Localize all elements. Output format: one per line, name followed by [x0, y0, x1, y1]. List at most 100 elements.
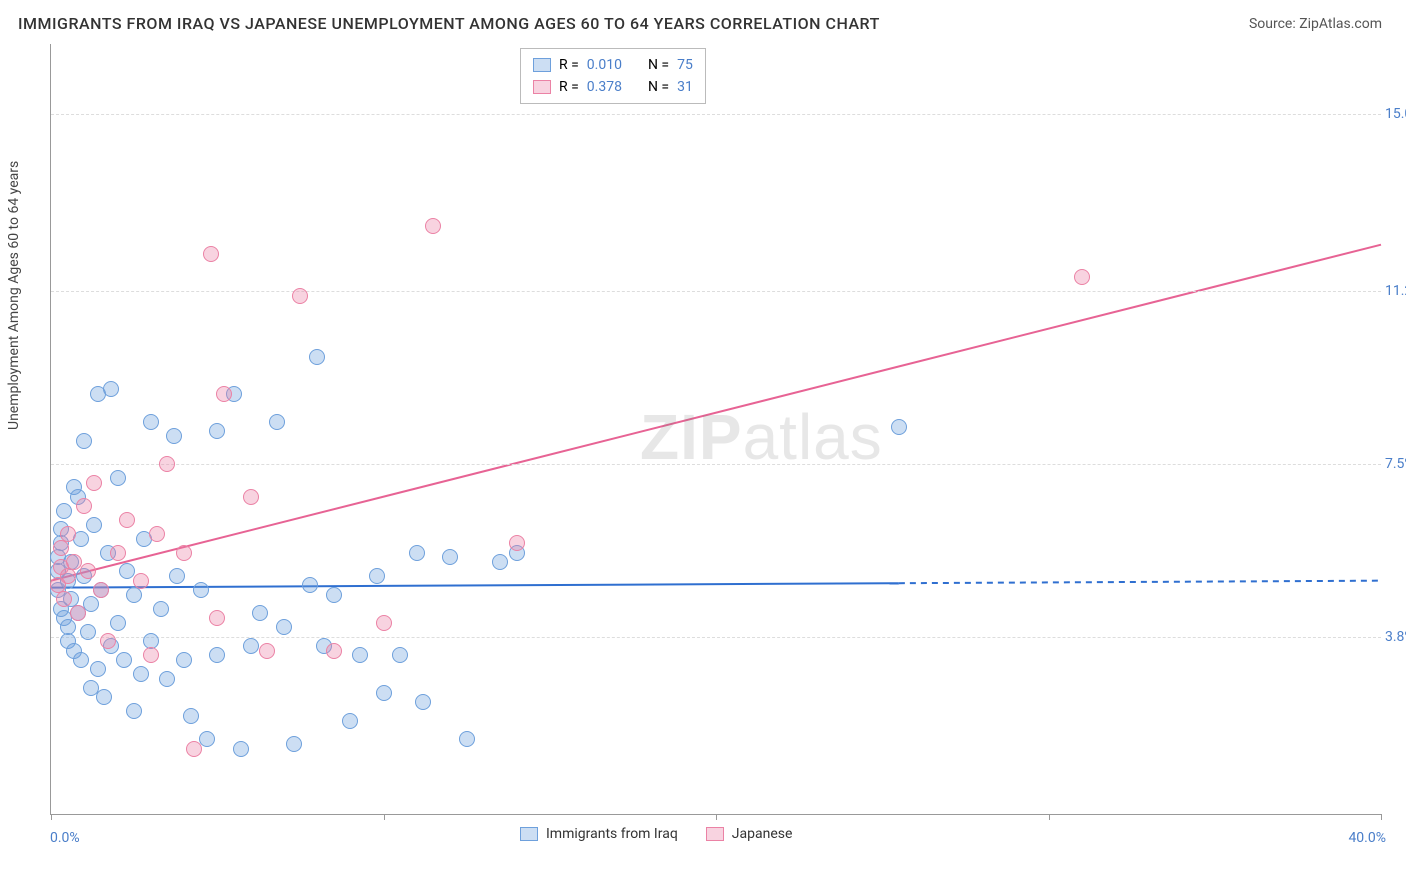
- data-point: [199, 731, 215, 747]
- data-point: [133, 573, 149, 589]
- data-point: [369, 568, 385, 584]
- data-point: [60, 526, 76, 542]
- data-point: [342, 713, 358, 729]
- data-point: [292, 288, 308, 304]
- data-point: [86, 517, 102, 533]
- data-point: [166, 428, 182, 444]
- y-axis-label: Unemployment Among Ages 60 to 64 years: [6, 161, 22, 430]
- data-point: [126, 587, 142, 603]
- x-tick-mark: [1381, 814, 1382, 820]
- data-point: [243, 638, 259, 654]
- legend-stats: R = 0.010 N = 75 R = 0.378 N = 31: [520, 48, 706, 104]
- n-value: 31: [677, 76, 693, 98]
- data-point: [159, 671, 175, 687]
- data-point: [153, 601, 169, 617]
- data-point: [459, 731, 475, 747]
- data-point: [70, 605, 86, 621]
- source-prefix: Source:: [1249, 16, 1299, 32]
- data-point: [169, 568, 185, 584]
- y-tick-label: 3.8%: [1385, 629, 1406, 645]
- legend-swatch: [533, 80, 551, 94]
- data-point: [56, 591, 72, 607]
- data-point: [176, 545, 192, 561]
- y-tick-label: 7.5%: [1385, 456, 1406, 472]
- data-point: [409, 545, 425, 561]
- trend-lines-layer: [51, 44, 1381, 814]
- data-point: [96, 689, 112, 705]
- source-name: ZipAtlas.com: [1299, 16, 1382, 32]
- data-point: [80, 563, 96, 579]
- r-value: 0.010: [587, 54, 622, 76]
- data-point: [60, 568, 76, 584]
- data-point: [100, 633, 116, 649]
- data-point: [233, 741, 249, 757]
- x-tick-mark: [716, 814, 717, 820]
- data-point: [376, 685, 392, 701]
- data-point: [186, 741, 202, 757]
- data-point: [326, 587, 342, 603]
- data-point: [183, 708, 199, 724]
- data-point: [133, 666, 149, 682]
- data-point: [80, 624, 96, 640]
- legend-swatch: [520, 827, 538, 841]
- data-point: [442, 549, 458, 565]
- legend-swatch: [706, 827, 724, 841]
- data-point: [73, 652, 89, 668]
- data-point: [110, 470, 126, 486]
- x-axis-min-label: 0.0%: [50, 830, 80, 846]
- data-point: [216, 386, 232, 402]
- data-point: [76, 498, 92, 514]
- data-point: [86, 475, 102, 491]
- data-point: [252, 605, 268, 621]
- data-point: [110, 545, 126, 561]
- r-value: 0.378: [587, 76, 622, 98]
- data-point: [116, 652, 132, 668]
- legend-stats-row: R = 0.378 N = 31: [533, 76, 693, 98]
- trend-line-extrapolated: [899, 581, 1381, 584]
- y-tick-label: 15.0%: [1385, 106, 1406, 122]
- n-label: N =: [648, 54, 669, 76]
- source-attribution: Source: ZipAtlas.com: [1249, 16, 1382, 32]
- data-point: [143, 647, 159, 663]
- data-point: [209, 610, 225, 626]
- data-point: [83, 596, 99, 612]
- legend-series-label: Immigrants from Iraq: [546, 826, 678, 842]
- data-point: [126, 703, 142, 719]
- trend-line: [51, 245, 1381, 581]
- data-point: [352, 647, 368, 663]
- gridline-h: [51, 464, 1381, 465]
- data-point: [891, 419, 907, 435]
- x-tick-mark: [1049, 814, 1050, 820]
- n-label: N =: [648, 76, 669, 98]
- data-point: [110, 615, 126, 631]
- data-point: [392, 647, 408, 663]
- legend-series-label: Japanese: [732, 826, 793, 842]
- data-point: [326, 643, 342, 659]
- data-point: [286, 736, 302, 752]
- data-point: [119, 512, 135, 528]
- data-point: [103, 381, 119, 397]
- data-point: [509, 535, 525, 551]
- data-point: [176, 652, 192, 668]
- r-label: R =: [559, 76, 579, 98]
- data-point: [243, 489, 259, 505]
- x-tick-mark: [51, 814, 52, 820]
- scatter-plot-area: 3.8%7.5%11.2%15.0%: [50, 44, 1381, 815]
- data-point: [90, 661, 106, 677]
- legend-series-item: Immigrants from Iraq: [520, 826, 678, 842]
- data-point: [259, 643, 275, 659]
- legend-stats-row: R = 0.010 N = 75: [533, 54, 693, 76]
- legend-series-item: Japanese: [706, 826, 793, 842]
- y-tick-label: 11.2%: [1385, 283, 1406, 299]
- data-point: [492, 554, 508, 570]
- data-point: [269, 414, 285, 430]
- data-point: [56, 503, 72, 519]
- data-point: [309, 349, 325, 365]
- x-tick-mark: [384, 814, 385, 820]
- r-label: R =: [559, 54, 579, 76]
- legend-series: Immigrants from Iraq Japanese: [520, 826, 792, 842]
- data-point: [159, 456, 175, 472]
- data-point: [1074, 269, 1090, 285]
- data-point: [209, 647, 225, 663]
- n-value: 75: [677, 54, 693, 76]
